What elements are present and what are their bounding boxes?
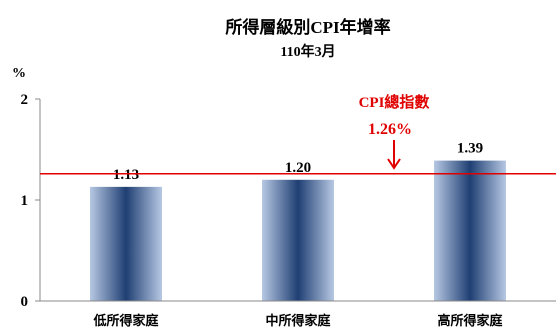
- chart-subtitle: 110年3月: [280, 43, 335, 60]
- category-label-1: 中所得家庭: [265, 313, 331, 328]
- bar-value-label-1: 1.20: [285, 160, 311, 176]
- cpi-reference-value: 1.26%: [368, 121, 412, 138]
- bars: [90, 160, 506, 301]
- cpi-reference-label: CPI總指數: [359, 93, 430, 111]
- category-label-0: 低所得家庭: [92, 313, 159, 328]
- cpi-reference-arrow: [387, 140, 401, 170]
- bar-value-label-2: 1.39: [457, 141, 483, 157]
- y-tick-label-0: 0: [21, 294, 29, 310]
- bar-value-labels: 1.13 1.20 1.39: [113, 141, 483, 183]
- bar-value-label-0: 1.13: [113, 167, 139, 183]
- bar-2: [434, 160, 506, 301]
- y-axis-unit: %: [12, 66, 26, 81]
- bar-0: [90, 186, 162, 301]
- bar-1: [262, 179, 334, 301]
- category-labels: 低所得家庭 中所得家庭 高所得家庭: [92, 313, 503, 328]
- chart-title: 所得層級別CPI年增率: [225, 17, 390, 37]
- y-tick-label-1: 1: [21, 193, 29, 209]
- y-axis-ticks: 0 1 2: [21, 92, 40, 310]
- category-label-2: 高所得家庭: [437, 313, 503, 328]
- y-tick-label-2: 2: [21, 92, 29, 108]
